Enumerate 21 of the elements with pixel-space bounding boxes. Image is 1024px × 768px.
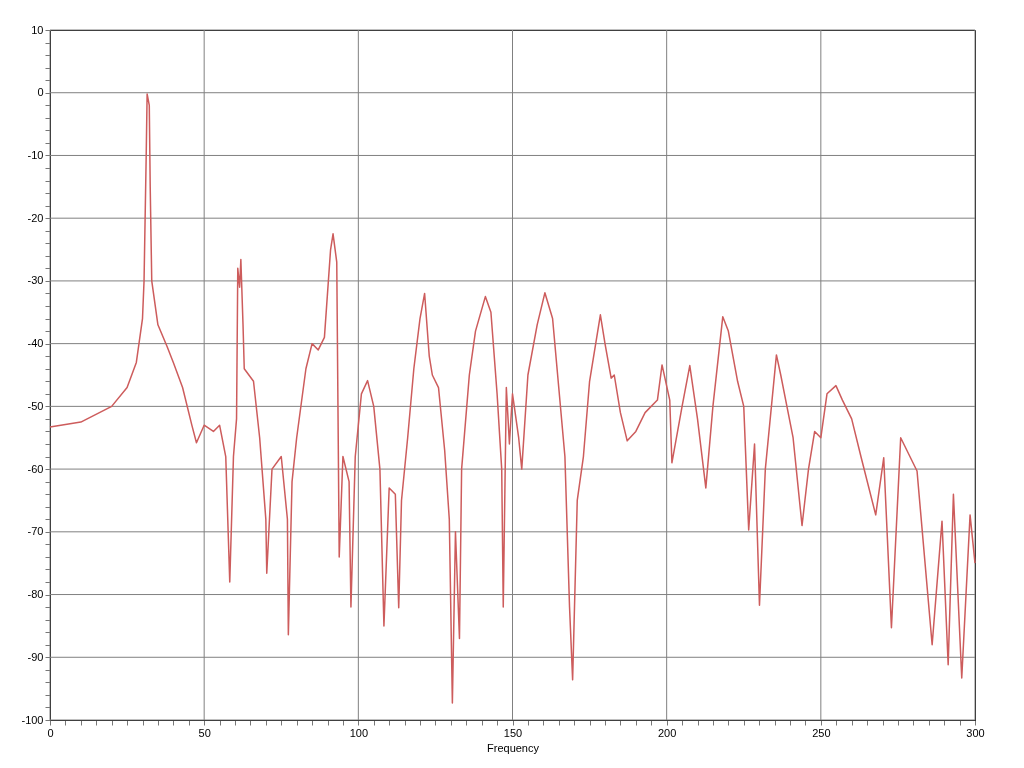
x-tick-label: 250 bbox=[812, 726, 831, 739]
x-tick-label: 300 bbox=[966, 726, 985, 739]
x-axis-title: Frequency bbox=[487, 741, 540, 754]
y-tick-label: -90 bbox=[27, 650, 44, 663]
x-tick-label: 100 bbox=[349, 726, 369, 739]
y-tick-label: -50 bbox=[27, 399, 44, 412]
x-tick-label: 200 bbox=[657, 726, 677, 739]
x-tick-label: 50 bbox=[198, 726, 211, 739]
x-tick-label: 150 bbox=[503, 726, 523, 739]
line-series bbox=[49, 93, 976, 704]
y-tick-label: -80 bbox=[27, 588, 44, 601]
y-tick-label: 10 bbox=[31, 23, 44, 36]
x-tick-label: 0 bbox=[47, 726, 54, 739]
y-tick-label: -10 bbox=[27, 148, 44, 161]
y-tick-label: -20 bbox=[27, 211, 44, 224]
y-tick-label: -60 bbox=[27, 462, 44, 475]
y-tick-label: 0 bbox=[37, 86, 44, 99]
y-tick-label: -30 bbox=[27, 274, 44, 287]
y-tick-label: -70 bbox=[27, 525, 44, 538]
y-tick-label: -40 bbox=[27, 337, 44, 350]
y-tick-label: -100 bbox=[21, 713, 44, 726]
